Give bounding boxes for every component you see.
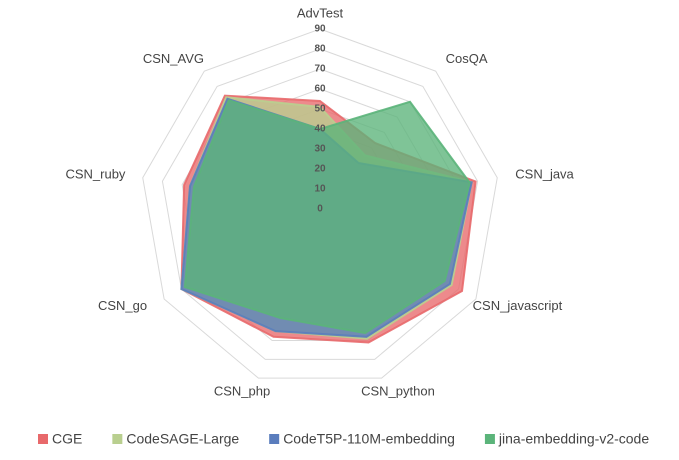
legend-swatch	[484, 434, 495, 444]
r-tick-label: 30	[314, 144, 326, 155]
r-tick-label: 10	[314, 184, 326, 195]
legend-label: CodeSAGE-Large	[126, 431, 239, 447]
r-tick-label: 20	[314, 164, 326, 175]
legend-swatch	[112, 434, 123, 444]
grid-ring	[161, 48, 479, 360]
r-tick-label: 80	[314, 44, 326, 55]
r-tick-label: 60	[314, 84, 326, 95]
axis-label: CSN_ruby	[65, 167, 125, 182]
series-area	[183, 98, 471, 335]
legend-label: CodeT5P-110M-embedding	[283, 431, 455, 447]
axis-label: CSN_php	[214, 384, 270, 399]
r-tick-label: 50	[314, 104, 326, 115]
r-tick-label: 70	[314, 64, 326, 75]
grid-ring	[142, 28, 498, 379]
axis-label: CSN_python	[361, 384, 435, 399]
r-tick-label: 40	[314, 124, 326, 135]
axis-label: CSN_javascript	[473, 298, 563, 313]
legend-label: CGE	[52, 431, 82, 447]
axis-label: AdvTest	[297, 5, 344, 20]
legend-swatch	[269, 434, 280, 444]
axis-label: CSN_go	[98, 298, 147, 313]
axis-label: CSN_java	[515, 167, 574, 182]
legend-swatch	[38, 434, 48, 444]
legend-label: jina-embedding-v2-code	[498, 431, 649, 447]
r-tick-label: 0	[317, 204, 323, 215]
r-tick-label: 90	[314, 24, 326, 35]
axis-label: CSN_AVG	[143, 51, 204, 66]
axis-label: CosQA	[446, 51, 488, 66]
